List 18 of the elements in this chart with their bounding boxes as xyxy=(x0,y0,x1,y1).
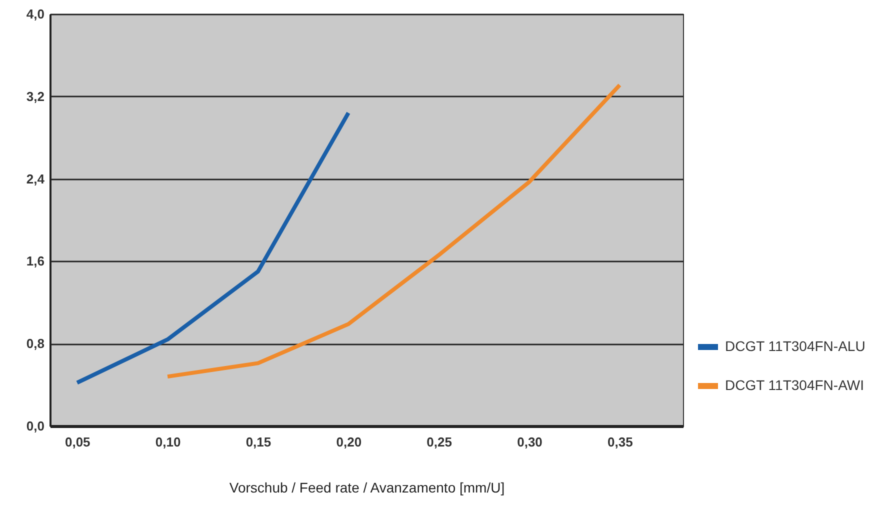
x-tick-label: 0,35 xyxy=(608,434,633,450)
legend-label: DCGT 11T304FN-ALU xyxy=(725,338,866,354)
line-series xyxy=(75,110,350,385)
y-tick-label: 0,8 xyxy=(26,336,44,352)
y-tick-label: 3,2 xyxy=(26,88,44,104)
y-tick-label: 4,0 xyxy=(26,6,44,22)
x-tick-label: 0,20 xyxy=(336,434,362,450)
legend-label: DCGT 11T304FN-AWI xyxy=(725,377,864,393)
y-tick-label: 0,0 xyxy=(26,418,44,434)
x-tick-label: 0,05 xyxy=(64,434,90,450)
x-tick-label: 0,30 xyxy=(517,434,542,450)
x-axis-title: Vorschub / Feed rate / Avanzamento [mm/U] xyxy=(229,480,505,496)
x-tick-label: 0,10 xyxy=(155,434,181,450)
y-tick-label: 1,6 xyxy=(26,254,44,269)
x-tick-label: 0,25 xyxy=(426,434,452,450)
x-tick-label: 0,15 xyxy=(246,434,272,450)
line-series xyxy=(166,83,622,379)
y-tick-label: 2,4 xyxy=(26,171,46,186)
